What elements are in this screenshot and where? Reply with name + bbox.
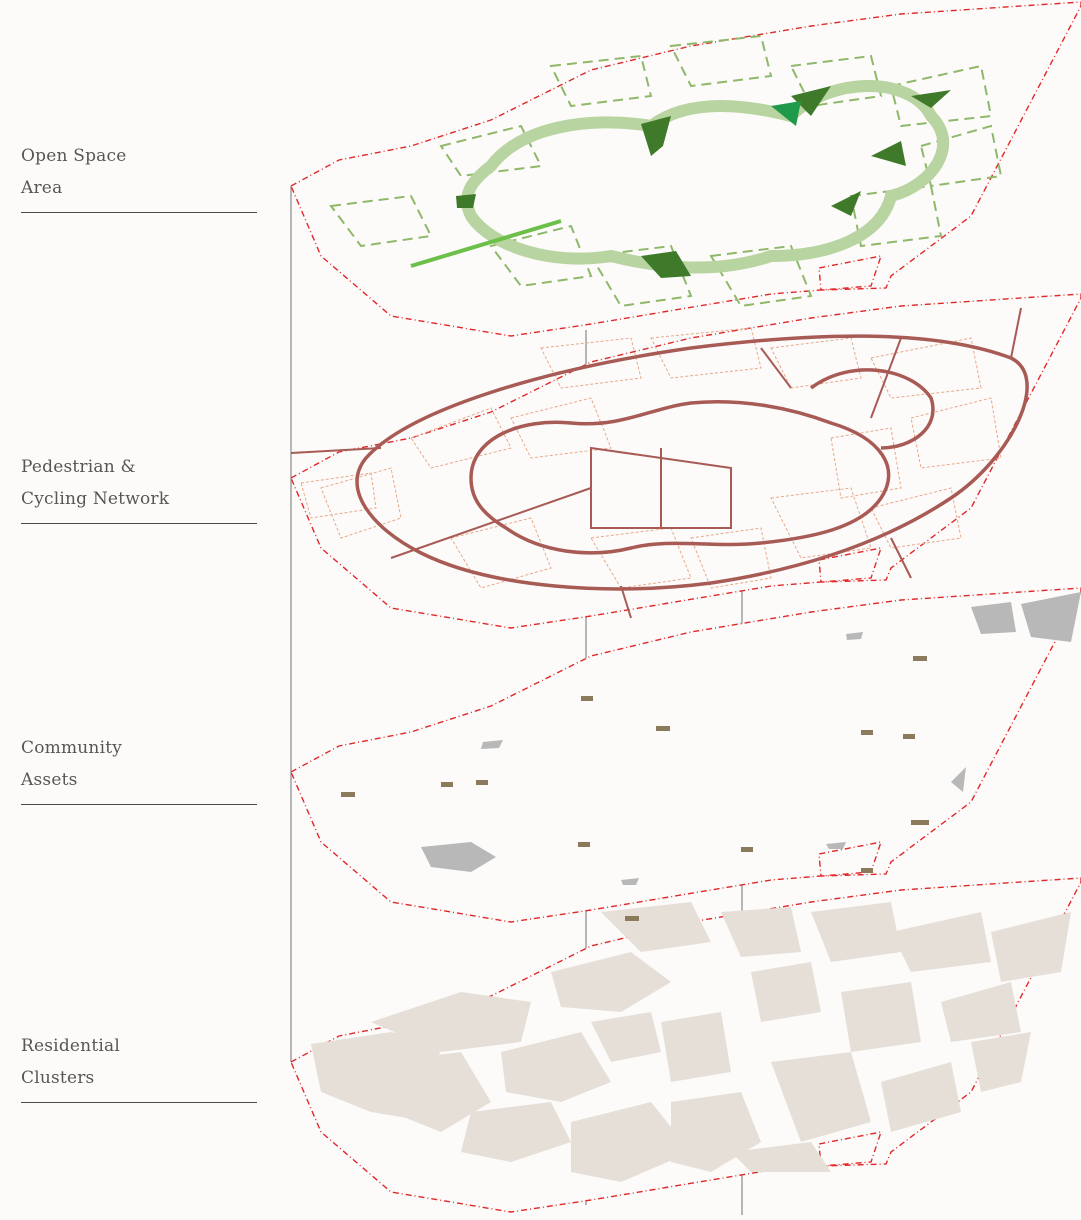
label-divider <box>21 212 257 213</box>
central-greenway <box>461 80 950 274</box>
layer-label-line2: Clusters <box>21 1068 95 1088</box>
layer-community <box>290 587 1081 923</box>
layer-label-line2: Cycling Network <box>21 489 170 509</box>
layer-label-open-space: Open Space Area <box>21 140 257 213</box>
layer-label-residential: Residential Clusters <box>21 1030 257 1103</box>
layer-label-line2: Assets <box>21 770 78 790</box>
layer-pedestrian <box>290 293 1081 629</box>
layer-residential <box>290 877 1081 1213</box>
layer-label-community: Community Assets <box>21 732 257 805</box>
layer-label-line1: Pedestrian & <box>21 457 136 477</box>
layer-open-space <box>290 1 1081 337</box>
layer-label-line1: Community <box>21 738 123 758</box>
layer-label-line1: Residential <box>21 1036 120 1056</box>
label-divider <box>21 804 257 805</box>
layer-label-line1: Open Space <box>21 146 127 166</box>
layer-label-line2: Area <box>21 178 63 198</box>
label-divider <box>21 523 257 524</box>
label-divider <box>21 1102 257 1103</box>
layer-label-pedestrian: Pedestrian & Cycling Network <box>21 451 257 524</box>
